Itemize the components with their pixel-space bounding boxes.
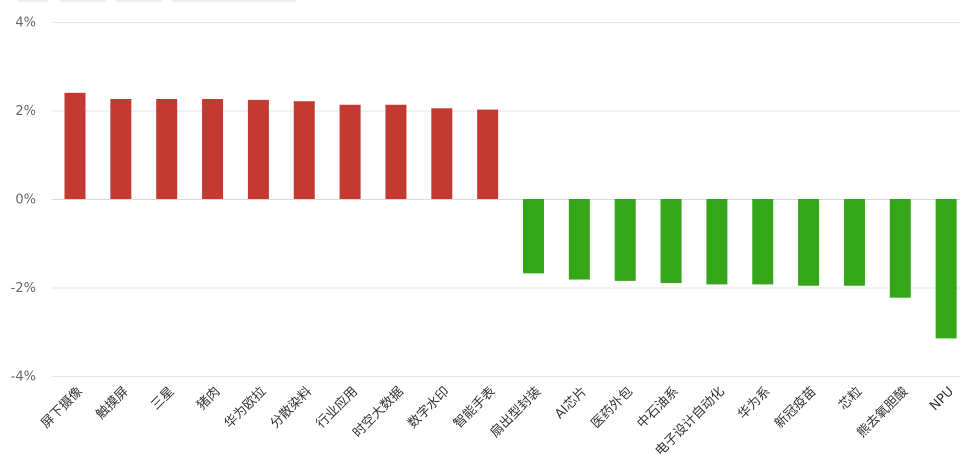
bar-1[interactable] bbox=[64, 92, 86, 199]
y-tick-label: -4% bbox=[11, 370, 36, 385]
bar-9[interactable] bbox=[431, 108, 453, 199]
bar-11[interactable] bbox=[523, 199, 544, 274]
bars bbox=[64, 92, 957, 339]
bar-16[interactable] bbox=[752, 199, 774, 285]
bar-2[interactable] bbox=[110, 99, 132, 199]
bar-12[interactable] bbox=[568, 199, 590, 280]
bar-3[interactable] bbox=[156, 99, 178, 199]
bar-7[interactable] bbox=[339, 104, 361, 199]
top-tab-strip bbox=[18, 0, 296, 2]
bar-19[interactable] bbox=[889, 199, 911, 298]
category-label: 猪肉 bbox=[194, 384, 223, 413]
bar-14[interactable] bbox=[660, 199, 682, 284]
bar-18[interactable] bbox=[843, 199, 865, 286]
category-labels: 屏下摄像 触摸屏 三星 猪肉华为欧拉分散染料行业应用时空大数据数字水印智能手表扇出型封… bbox=[38, 384, 957, 460]
category-label: 中石油系 bbox=[634, 384, 681, 431]
bar-17[interactable] bbox=[798, 199, 820, 286]
bar-10[interactable] bbox=[477, 109, 499, 199]
category-label: 行业应用 bbox=[313, 384, 361, 432]
bar-5[interactable] bbox=[247, 99, 269, 199]
category-label: NPU bbox=[927, 384, 957, 414]
category-label: 智能手表 bbox=[451, 384, 498, 431]
bar-13[interactable] bbox=[614, 199, 636, 281]
bar-4[interactable] bbox=[202, 99, 224, 199]
bar-8[interactable] bbox=[385, 104, 407, 199]
category-label: 华为系 bbox=[735, 384, 773, 422]
y-tick-label: 0% bbox=[15, 193, 36, 208]
category-label: 新冠疫苗 bbox=[771, 384, 819, 432]
bar-20[interactable] bbox=[935, 199, 957, 339]
category-label: 三星 bbox=[149, 384, 178, 413]
category-label: 数字水印 bbox=[405, 384, 452, 431]
category-label: 芯粒 bbox=[836, 384, 865, 413]
y-tick-label: -2% bbox=[11, 281, 36, 296]
category-label: 华为欧拉 bbox=[222, 384, 269, 431]
grid-lines bbox=[52, 22, 960, 377]
y-tick-label: 4% bbox=[15, 16, 36, 31]
y-axis-tick-labels: 4% 2% 0% -2% -4% bbox=[11, 16, 36, 385]
bar-15[interactable] bbox=[706, 199, 728, 285]
category-label: 医药外包 bbox=[589, 384, 636, 431]
bar-6[interactable] bbox=[293, 101, 315, 199]
category-label: AI芯片 bbox=[552, 384, 590, 422]
category-label: 分散染料 bbox=[268, 384, 315, 431]
category-label: 触摸屏 bbox=[93, 384, 131, 422]
category-label: 屏下摄像 bbox=[38, 384, 85, 431]
y-tick-label: 2% bbox=[15, 104, 36, 119]
